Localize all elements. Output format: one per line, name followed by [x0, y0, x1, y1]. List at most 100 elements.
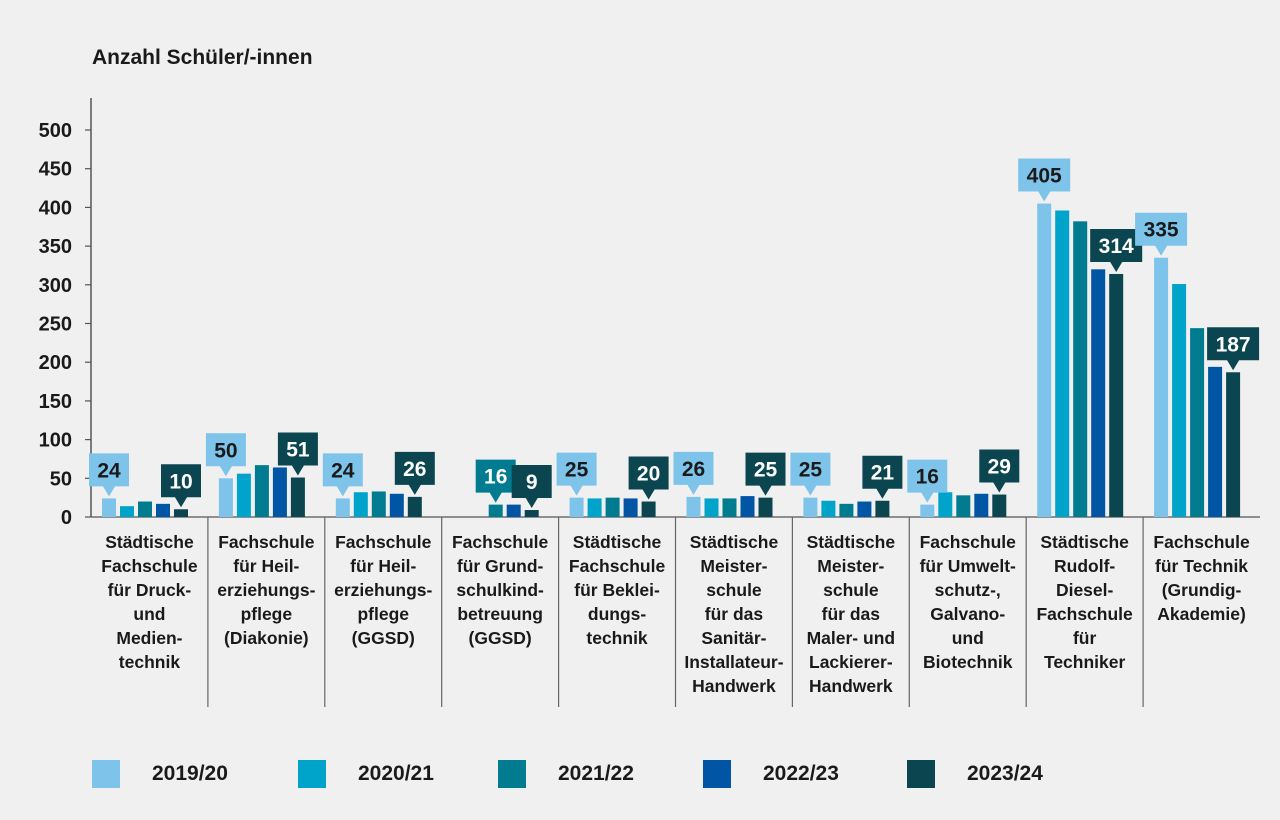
bar [102, 498, 116, 517]
category-label-line: Fachschule [218, 532, 315, 552]
bar [254, 465, 269, 517]
value-callout: 335 [1135, 212, 1188, 256]
bar [1172, 284, 1187, 517]
bar [1190, 328, 1205, 517]
category-label: Städtische Meister-schule für das Maler- un… [792, 530, 909, 698]
category-label-line: Städtische [806, 532, 896, 552]
category-label: Städtische Fachschule für Druck-und Medien-… [91, 530, 208, 674]
bars [102, 203, 1241, 517]
category-label-line: für das [821, 604, 881, 624]
data-label: 9 [526, 471, 538, 494]
category-label-line: für Druck- [107, 580, 192, 600]
bar [569, 497, 584, 517]
data-label: 335 [1144, 219, 1179, 242]
bar [938, 492, 953, 517]
bar [1091, 269, 1106, 517]
callout-box [89, 453, 129, 497]
category-label-line: für das [704, 604, 764, 624]
category-label-line: Fachschule [1036, 604, 1133, 624]
category-label-line: (Grundig- [1161, 580, 1242, 600]
bar [587, 498, 602, 517]
data-label: 187 [1216, 333, 1251, 356]
value-callout: 26 [673, 451, 714, 495]
data-label: 50 [214, 439, 237, 462]
data-label: 25 [799, 459, 823, 482]
callout-box [979, 449, 1020, 493]
category-label-line: Techniker [1043, 652, 1126, 672]
category-label-line: (Diakonie) [224, 628, 309, 648]
legend-swatch [498, 760, 526, 788]
y-tick-label: 500 [39, 120, 72, 142]
y-tick-label: 400 [39, 197, 72, 219]
callout-box [790, 452, 831, 496]
category-label-line: Biotechnik [923, 652, 1013, 672]
y-tick-label: 300 [39, 275, 72, 297]
data-label: 24 [331, 459, 355, 482]
callout-box [673, 451, 714, 495]
bar [1154, 257, 1169, 517]
value-callout: 187 [1207, 327, 1260, 371]
bar [407, 496, 422, 517]
data-label: 21 [871, 462, 895, 485]
category-label-line: Rudolf- [1054, 556, 1116, 576]
bar [623, 498, 638, 517]
category-label-line: technik [118, 652, 181, 672]
category-label-line: dungs- [587, 604, 647, 624]
data-label: 26 [682, 458, 705, 481]
bar [974, 493, 989, 517]
category-label-line: erziehungs- [217, 580, 316, 600]
callout-box [556, 452, 597, 496]
legend-label: 2022/23 [763, 762, 839, 785]
bar [506, 504, 521, 517]
category-label-line: schule [823, 580, 879, 600]
bar [803, 497, 818, 517]
category-label-line: (GGSD) [468, 628, 532, 648]
bar [335, 498, 350, 517]
value-callout: 10 [161, 464, 201, 508]
bar [686, 496, 701, 517]
bar [920, 504, 935, 517]
y-tick-label: 250 [39, 314, 72, 336]
value-callout: 16 [907, 459, 948, 503]
bar [641, 501, 656, 517]
legend-item: 2021/22 [498, 760, 634, 788]
category-label-line: Lackierer- [809, 652, 893, 672]
callout-box [322, 453, 363, 497]
value-callout: 26 [394, 451, 435, 495]
category-label-line: Fachschule [1153, 532, 1250, 552]
category-label: Fachschule für Umwelt-schutz-, Galvano-und… [909, 530, 1026, 674]
legend-swatch [907, 760, 935, 788]
category-label-line: für [1072, 628, 1097, 648]
category-label-line: und [951, 628, 984, 648]
legend-swatch [703, 760, 731, 788]
category-label-line: Fachschule [451, 532, 549, 552]
callout-box [628, 456, 669, 500]
bar [956, 495, 971, 517]
value-callout: 405 [1018, 158, 1071, 202]
bar [839, 503, 854, 517]
y-tick-label: 200 [39, 352, 72, 374]
y-tick-label: 350 [39, 236, 72, 258]
callout-box [745, 452, 786, 496]
callout-box [161, 464, 201, 508]
category-label-line: Galvano- [930, 604, 1006, 624]
category-label-line: für Grund- [456, 556, 544, 576]
bar [1208, 366, 1223, 517]
data-label: 314 [1099, 235, 1134, 258]
y-tick-label: 450 [39, 159, 72, 181]
data-label: 16 [916, 466, 939, 489]
category-label-line: Akademie) [1157, 604, 1246, 624]
category-label-line: Städtische [572, 532, 662, 552]
value-callout: 24 [322, 453, 363, 497]
legend-swatch [298, 760, 326, 788]
value-callout: 21 [862, 455, 903, 499]
category-label: Fachschule für Heil-erziehungs-pflege (GGS… [325, 530, 442, 650]
callout-box [205, 433, 246, 477]
category-label-line: Diesel- [1055, 580, 1114, 600]
category-label: Städtische Rudolf- Diesel- Fachschule für Tec… [1026, 530, 1143, 674]
category-label: Städtische Meister-schule für das Sanitär- I… [676, 530, 793, 698]
callout-box [277, 432, 318, 476]
value-callout: 51 [277, 432, 318, 476]
bar [992, 494, 1007, 517]
bar [156, 503, 170, 517]
